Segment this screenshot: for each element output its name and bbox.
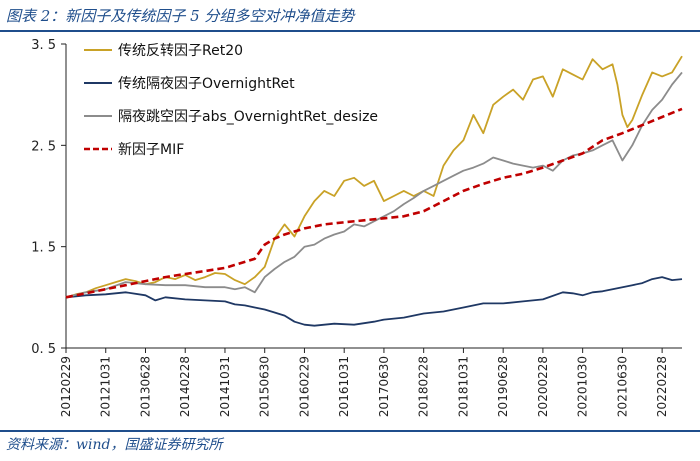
x-tick-label: 20161031 — [337, 356, 351, 417]
axes — [65, 44, 682, 349]
chart-area: 0. 5 1. 5 2. 5 3. 5 20120229 20121031 2013062… — [31, 38, 683, 417]
x-tick-label: 20210630 — [615, 356, 629, 417]
x-tick-label: 20120229 — [59, 356, 73, 417]
title-divider — [0, 30, 700, 32]
source-divider — [0, 430, 700, 432]
x-tick-label: 20170630 — [377, 356, 391, 417]
y-tick-label: 1. 5 — [31, 241, 56, 256]
series-line-overnight — [65, 276, 683, 327]
x-tick-label: 20180228 — [417, 356, 431, 417]
x-tick-label: 20150630 — [258, 356, 272, 417]
x-ticks: 20120229 20121031 20130628 20140228 20141031… — [59, 348, 669, 417]
legend-label-mif: 新因子MIF — [118, 142, 184, 158]
y-tick-label: 3. 5 — [31, 38, 56, 53]
series-layer — [65, 55, 683, 327]
x-tick-label: 20201030 — [576, 356, 590, 417]
x-tick-label: 20130628 — [138, 356, 152, 417]
series-line-ret20 — [65, 55, 683, 299]
y-tick-label: 2. 5 — [31, 139, 56, 154]
x-tick-label: 20140228 — [178, 356, 192, 417]
x-tick-label: 20160229 — [297, 356, 311, 417]
y-tick-label: 0. 5 — [31, 342, 56, 357]
legend-label-abs: 隔夜跳空因子abs_OvernightRet_desize — [118, 109, 378, 125]
legend-label-overnight: 传统隔夜因子OvernightRet — [118, 76, 295, 92]
x-tick-label: 20200228 — [536, 356, 550, 417]
legend-label-ret20: 传统反转因子Ret20 — [118, 43, 243, 59]
x-tick-label: 20121031 — [99, 356, 113, 417]
series-line-mif — [65, 107, 683, 299]
source-note: 资料来源：wind，国盛证券研究所 — [6, 437, 223, 453]
series-line-abs — [65, 71, 683, 299]
x-tick-label: 20220228 — [655, 356, 669, 417]
chart-title: 图表 2：新因子及传统因子 5 分组多空对冲净值走势 — [6, 7, 355, 25]
x-tick-label: 20141031 — [218, 356, 232, 417]
x-tick-label: 20181031 — [456, 356, 470, 417]
x-tick-label: 20190628 — [496, 356, 510, 417]
y-ticks: 0. 5 1. 5 2. 5 3. 5 — [31, 38, 66, 357]
legend: 传统反转因子Ret20 传统隔夜因子OvernightRet 隔夜跳空因子abs_O… — [84, 43, 378, 158]
